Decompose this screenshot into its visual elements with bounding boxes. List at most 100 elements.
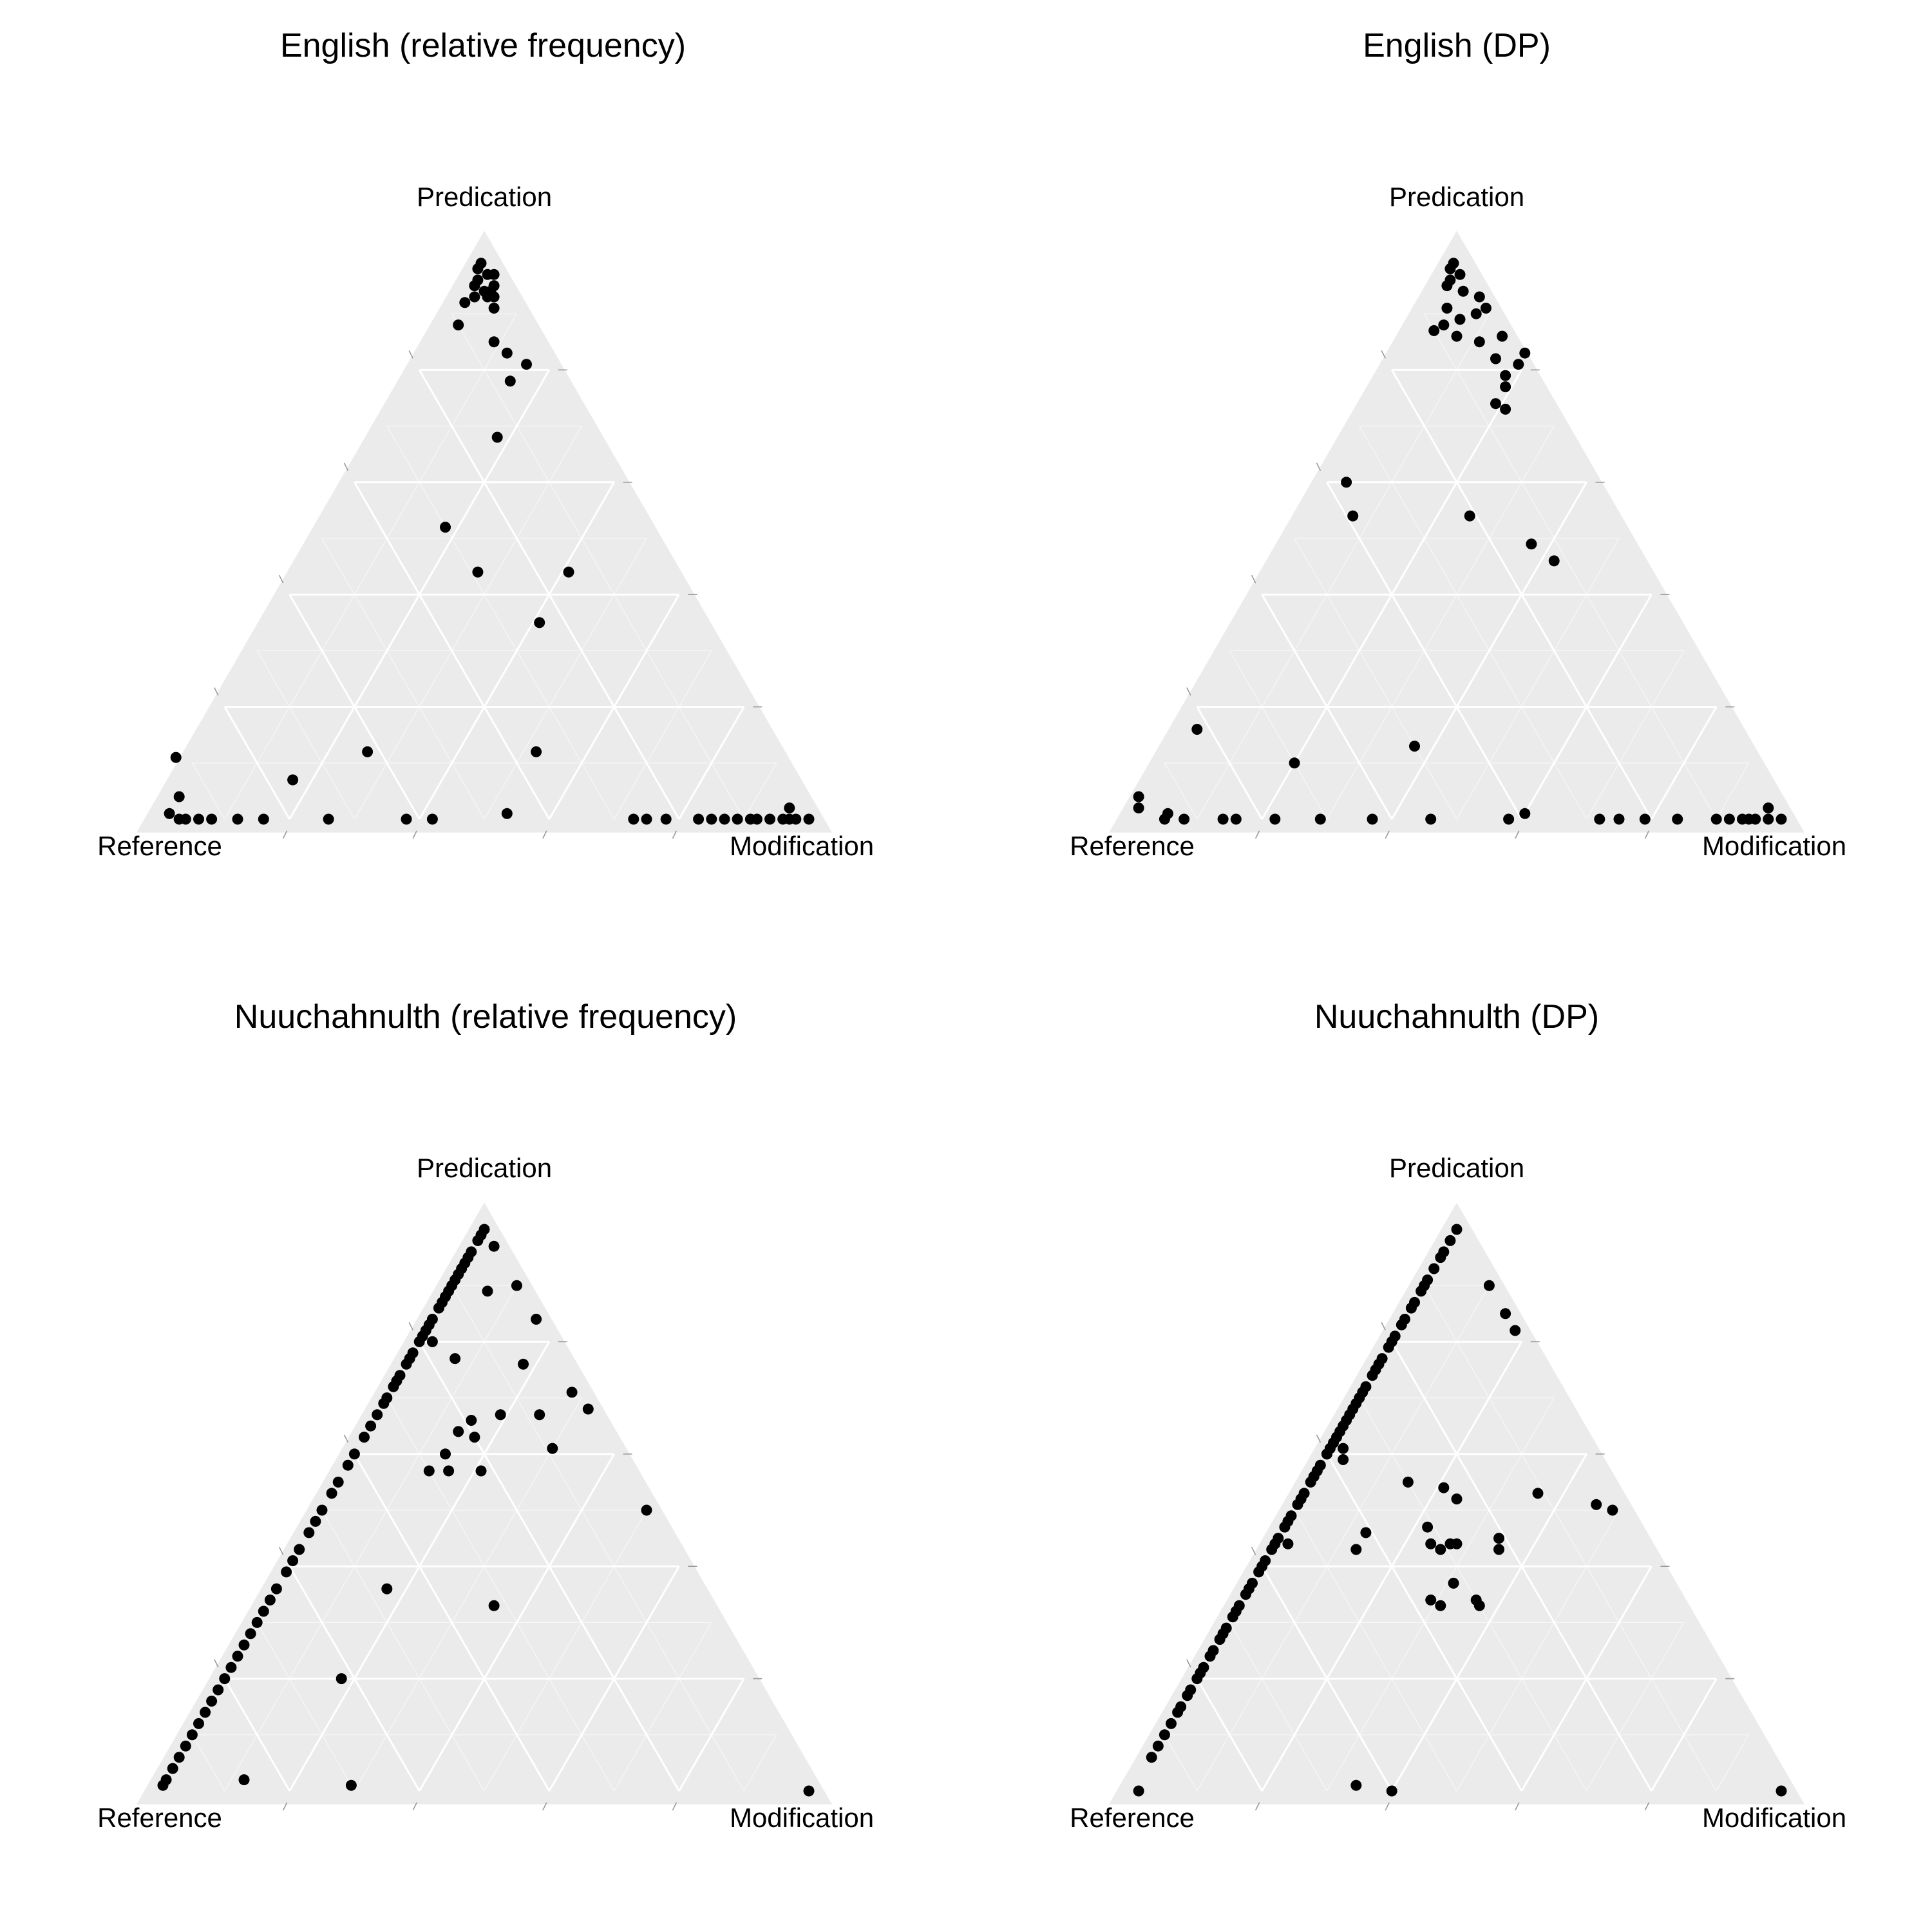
plot-background [136,231,833,833]
data-point [440,522,451,533]
minor-gridline [224,313,517,820]
panel-english-relative-frequency: English (relative frequency) Predication… [97,27,874,861]
data-point [401,813,412,825]
data-point [1191,724,1203,735]
data-point [1483,1280,1495,1291]
data-point [488,1600,500,1611]
data-point [1416,1285,1427,1297]
data-point [1490,398,1501,410]
data-point [563,566,574,578]
ternary-plot [1108,1202,1805,1811]
minor-gridline [1294,1510,1457,1792]
data-point [238,1639,250,1651]
panel-title: Nuuchahnulth (DP) [1314,998,1599,1036]
ternary-plot [136,231,833,839]
data-point [531,746,542,757]
data-point [1227,1611,1238,1623]
data-point [1454,269,1466,280]
data-point [1405,1302,1417,1314]
gridline-reference [1261,1566,1393,1792]
minor-gridline [224,1285,517,1792]
data-point [381,1583,393,1595]
data-point [1464,510,1475,522]
data-point [1519,347,1531,359]
data-point [219,1673,231,1685]
minor-gridline [1586,1622,1685,1792]
gridline-modification [548,1566,680,1792]
minor-gridline [1197,313,1490,820]
data-point [491,431,503,443]
data-point [1428,1263,1440,1274]
data-point [693,813,705,825]
data-point [1441,303,1453,314]
data-point [170,752,182,763]
minor-gridline [256,1622,355,1792]
axis-tick [1515,1802,1520,1811]
data-point [1230,813,1242,825]
ternary-plot [136,1202,833,1811]
data-point [1613,813,1625,825]
data-point [1367,813,1378,825]
data-point [1500,1308,1511,1320]
data-point [1454,314,1466,325]
data-point [531,1314,542,1325]
axis-tick [214,1659,219,1667]
data-point [193,1718,204,1729]
ternary-plot [1108,231,1805,839]
data-point [1402,1476,1414,1488]
data-point [426,813,438,825]
minor-gridline [386,1397,615,1792]
minor-gridline [321,1510,485,1792]
data-point [1607,1504,1618,1516]
data-point [1435,1544,1446,1555]
data-point [270,1583,282,1595]
minor-gridline [1456,1510,1620,1792]
vertex-label-top: Predication [1389,1153,1524,1183]
data-point [294,1544,305,1555]
minor-gridline [1586,650,1685,820]
data-point [173,1752,185,1763]
minor-gridline [484,538,647,820]
data-point [372,1409,383,1421]
data-point [186,1729,198,1741]
axis-tick [1644,830,1650,839]
data-point [1548,555,1560,567]
data-point [582,1403,594,1415]
data-point [264,1595,276,1605]
data-point [1338,1454,1349,1465]
data-point [732,813,743,825]
vertex-label-top: Predication [417,1153,552,1183]
data-point [453,319,464,331]
vertex-label-left: Reference [1070,1803,1195,1833]
data-point [1367,1370,1378,1381]
axis-tick [1186,687,1191,696]
data-point [1350,1544,1362,1555]
data-point [1425,813,1437,825]
data-point [225,1662,237,1673]
axis-tick [408,350,413,359]
data-point [472,566,484,578]
data-point [488,269,500,280]
axis-tick [1186,1659,1191,1667]
data-point [1179,813,1190,825]
vertex-label-top: Predication [417,182,552,212]
data-point [453,1426,464,1437]
data-point [1146,1752,1157,1763]
data-point [1214,1634,1226,1645]
data-point [1532,1488,1544,1499]
data-point [1776,1785,1787,1797]
minor-gridline [743,762,777,820]
data-point [790,813,802,825]
minor-gridline [743,1734,777,1792]
data-point [258,813,269,825]
minor-gridline [354,1397,582,1792]
data-point [401,1358,412,1370]
data-point [1435,1600,1446,1611]
panel-title: English (DP) [1363,27,1551,64]
data-point [1500,403,1511,415]
data-point [566,1387,578,1398]
gridline-modification [1520,594,1653,820]
minor-gridline [484,1510,647,1792]
data-point [1763,813,1774,825]
data-point [164,808,175,819]
